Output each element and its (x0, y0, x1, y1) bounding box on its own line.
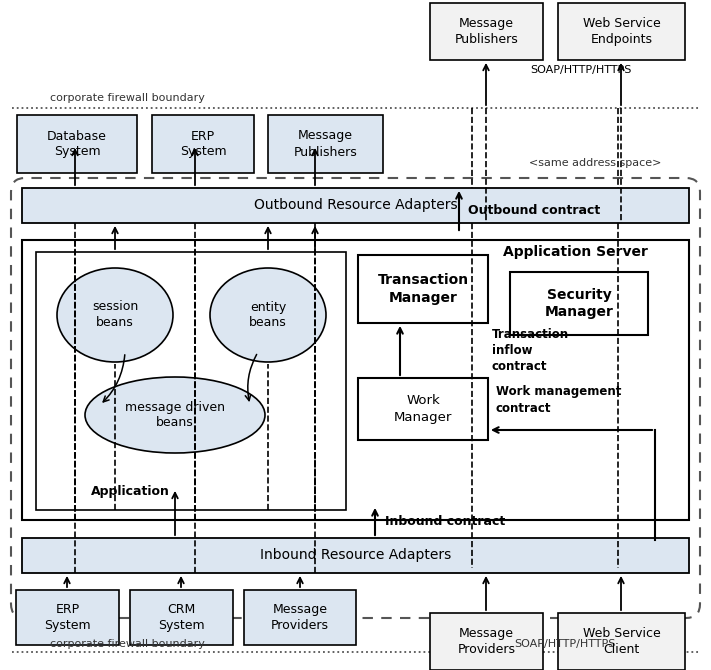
Text: Message
Publishers: Message Publishers (294, 129, 358, 159)
FancyBboxPatch shape (11, 178, 700, 618)
FancyBboxPatch shape (36, 252, 346, 510)
Text: corporate firewall boundary: corporate firewall boundary (50, 639, 205, 649)
Text: Outbound contract: Outbound contract (468, 204, 600, 217)
Text: ERP
System: ERP System (44, 603, 91, 632)
FancyBboxPatch shape (130, 590, 233, 645)
FancyBboxPatch shape (16, 590, 119, 645)
Text: Application Server: Application Server (503, 245, 648, 259)
Ellipse shape (210, 268, 326, 362)
FancyBboxPatch shape (358, 378, 488, 440)
Text: Inbound contract: Inbound contract (385, 515, 506, 528)
Text: entity
beans: entity beans (249, 301, 287, 330)
Text: Transaction
Manager: Transaction Manager (378, 273, 469, 305)
Text: corporate firewall boundary: corporate firewall boundary (50, 93, 205, 103)
Text: <same address space>: <same address space> (529, 158, 661, 168)
Text: Work management
contract: Work management contract (496, 385, 621, 415)
Text: Inbound Resource Adapters: Inbound Resource Adapters (260, 549, 451, 563)
Text: Application: Application (90, 486, 169, 498)
Text: message driven
beans: message driven beans (125, 401, 225, 429)
Text: SOAP/HTTP/HTTPS: SOAP/HTTP/HTTPS (530, 65, 631, 75)
Text: Transaction
inflow
contract: Transaction inflow contract (492, 328, 569, 373)
FancyBboxPatch shape (268, 115, 383, 173)
Ellipse shape (57, 268, 173, 362)
Text: SOAP/HTTP/HTTPS: SOAP/HTTP/HTTPS (514, 639, 616, 649)
FancyBboxPatch shape (358, 255, 488, 323)
Ellipse shape (85, 377, 265, 453)
Text: Web Service
Client: Web Service Client (582, 627, 661, 656)
FancyBboxPatch shape (22, 188, 689, 223)
Text: Message
Providers: Message Providers (271, 603, 329, 632)
FancyBboxPatch shape (558, 613, 685, 670)
FancyBboxPatch shape (152, 115, 254, 173)
Text: Web Service
Endpoints: Web Service Endpoints (582, 17, 661, 46)
Text: Database
System: Database System (47, 129, 107, 159)
FancyBboxPatch shape (510, 272, 648, 335)
FancyBboxPatch shape (22, 538, 689, 573)
Text: Security
Manager: Security Manager (545, 288, 614, 319)
Text: Message
Providers: Message Providers (457, 627, 515, 656)
FancyBboxPatch shape (430, 3, 543, 60)
Text: Outbound Resource Adapters: Outbound Resource Adapters (254, 198, 457, 212)
Text: ERP
System: ERP System (180, 129, 226, 159)
Text: session
beans: session beans (92, 301, 138, 330)
Text: Message
Publishers: Message Publishers (454, 17, 518, 46)
Text: Work
Manager: Work Manager (394, 395, 452, 423)
FancyBboxPatch shape (17, 115, 137, 173)
FancyBboxPatch shape (244, 590, 356, 645)
FancyBboxPatch shape (558, 3, 685, 60)
FancyBboxPatch shape (430, 613, 543, 670)
Text: CRM
System: CRM System (158, 603, 205, 632)
FancyBboxPatch shape (22, 240, 689, 520)
